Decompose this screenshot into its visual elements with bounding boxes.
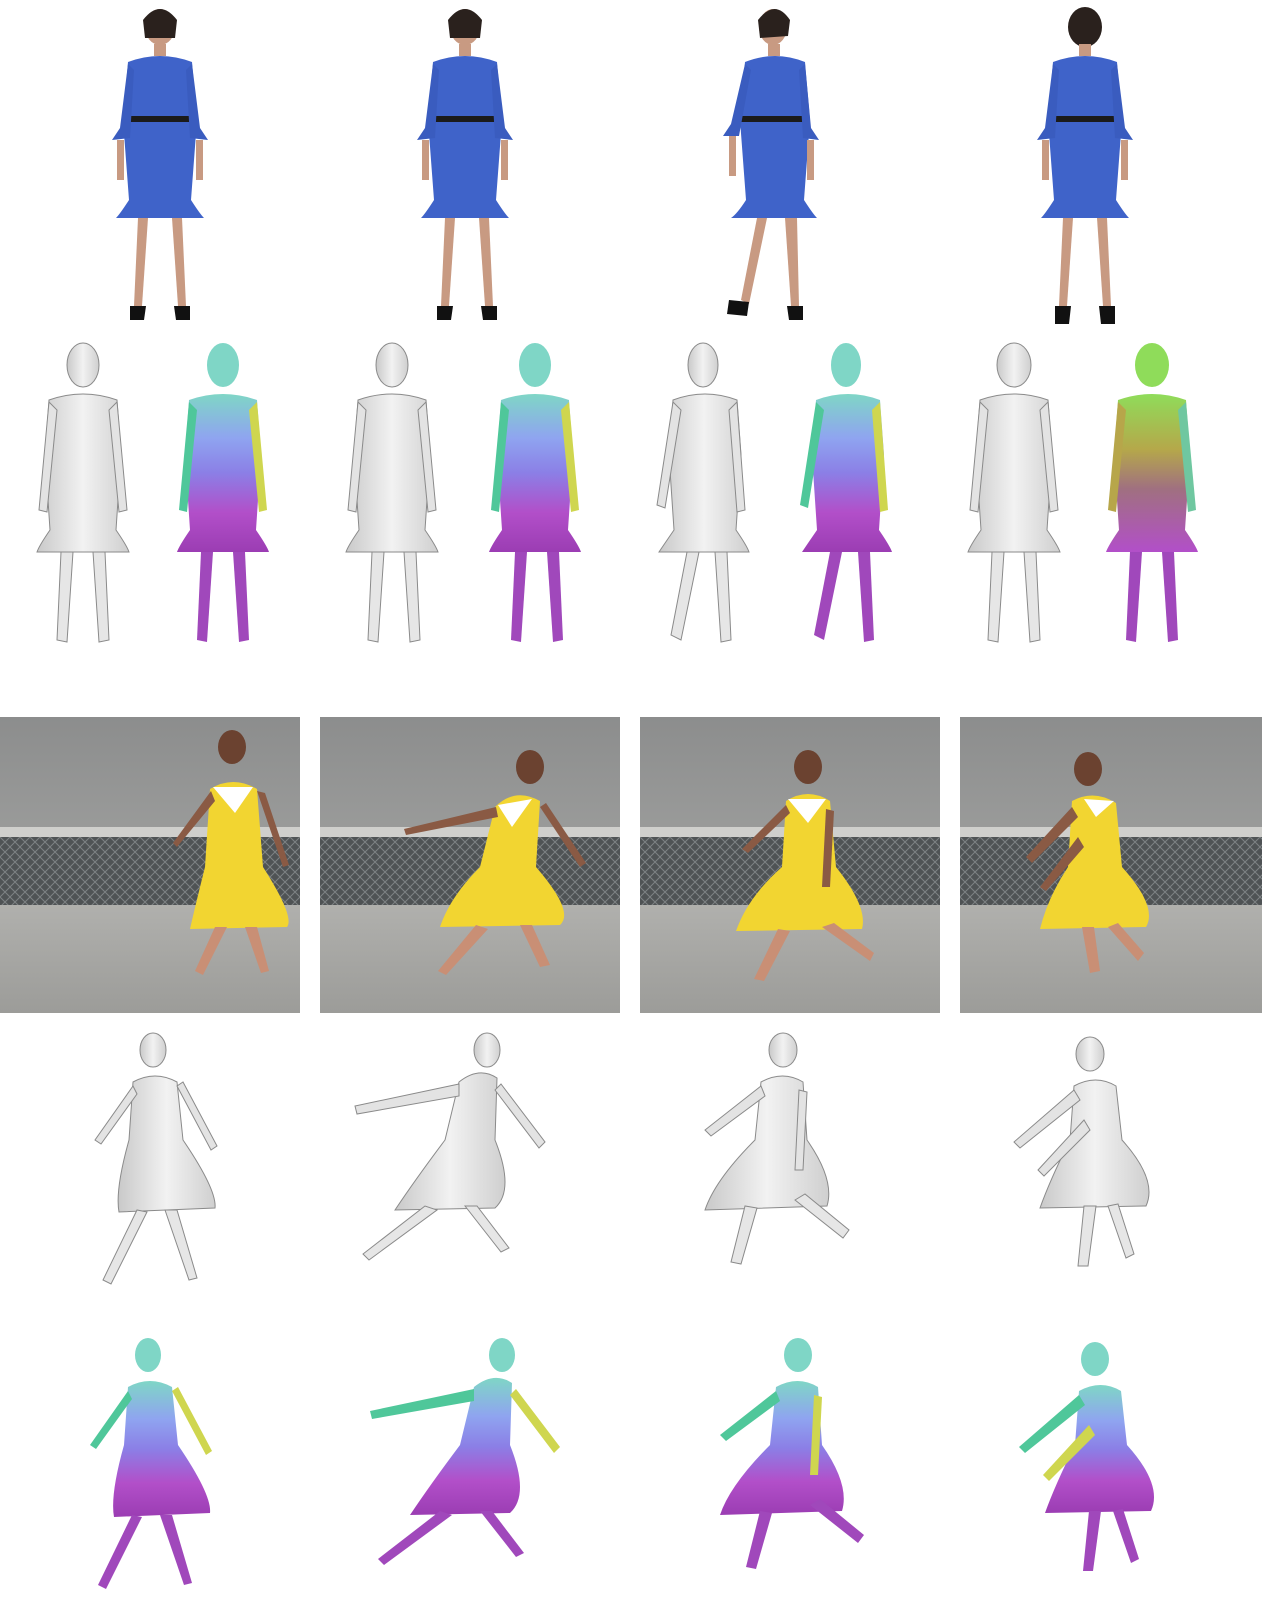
colored-mesh-dance-4 <box>1019 1342 1154 1571</box>
studio-mesh-pair-three-quarter <box>657 343 892 642</box>
gray-mesh <box>968 343 1060 642</box>
colored-mesh-dance-3 <box>720 1338 864 1569</box>
outdoor-photo-4 <box>960 717 1262 1013</box>
row-outdoor-gray-meshes <box>95 1033 1149 1284</box>
gray-mesh <box>346 343 438 642</box>
gray-mesh-dance-4 <box>1014 1037 1149 1266</box>
studio-mesh-pair-back <box>968 343 1198 642</box>
row-studio-photos <box>112 7 1133 324</box>
colored-mesh-dance-1 <box>90 1338 212 1589</box>
gray-mesh <box>37 343 129 642</box>
colored-mesh <box>1106 343 1198 642</box>
gray-mesh-dance-1 <box>95 1033 217 1284</box>
outdoor-photo-3 <box>640 717 940 1013</box>
gray-mesh <box>657 343 749 642</box>
row-outdoor-photos <box>0 717 1262 1013</box>
studio-photo-three-quarter <box>723 9 819 320</box>
studio-mesh-pair-front <box>37 343 269 642</box>
gray-mesh-dance-3 <box>705 1033 849 1264</box>
row-studio-reconstructions <box>37 343 1198 642</box>
colored-mesh <box>489 343 581 642</box>
colored-mesh <box>800 343 892 642</box>
outdoor-photo-1 <box>0 717 300 1013</box>
row-outdoor-colored-meshes <box>90 1338 1154 1589</box>
outdoor-photo-2 <box>320 717 620 1013</box>
studio-photo-front-slight <box>417 9 513 320</box>
studio-photo-back <box>1037 7 1133 324</box>
gray-mesh-dance-2 <box>355 1033 545 1260</box>
colored-mesh-dance-2 <box>370 1338 560 1565</box>
studio-mesh-pair-front-slight <box>346 343 581 642</box>
studio-photo-front <box>112 9 208 320</box>
colored-mesh <box>177 343 269 642</box>
